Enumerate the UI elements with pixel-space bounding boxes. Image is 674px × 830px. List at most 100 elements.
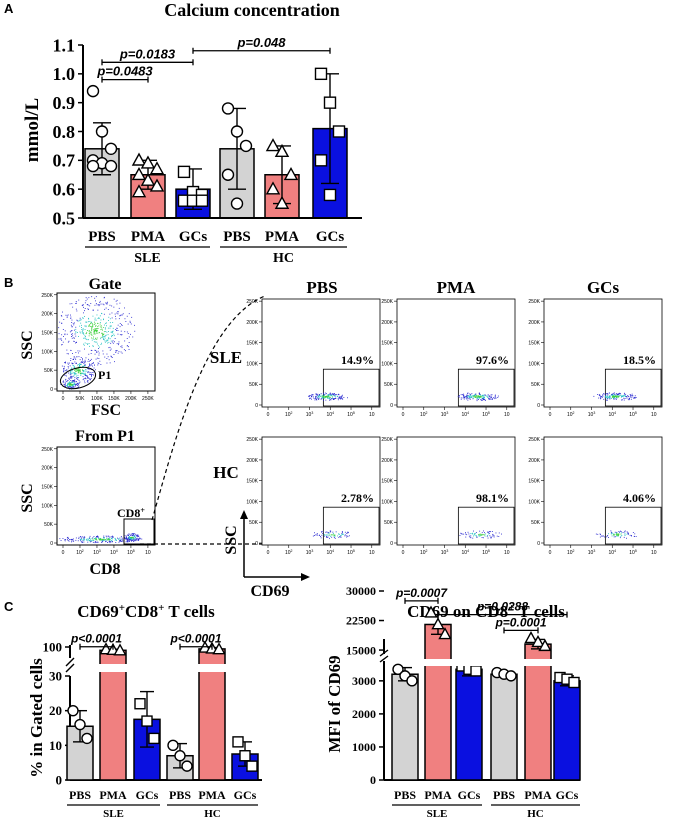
event-dot [471, 395, 473, 397]
event-dot [480, 535, 482, 536]
event-dot [467, 397, 469, 399]
event-dot [617, 535, 619, 537]
event-dot [478, 399, 479, 400]
event-dot [327, 533, 329, 535]
event-dot [471, 393, 473, 395]
event-dot [83, 538, 85, 540]
event-dot [97, 328, 99, 329]
event-dot [68, 382, 70, 384]
event-dot [128, 313, 130, 315]
event-dot [83, 378, 85, 380]
flow-y-tick-label: 150K [381, 341, 393, 347]
event-dot [107, 535, 109, 537]
data-point [86, 159, 100, 173]
x-category-label: GCs [179, 229, 208, 245]
event-dot [71, 541, 72, 543]
event-dot [58, 338, 60, 340]
event-dot [79, 320, 81, 321]
flow-x-tick-label: 105 [127, 549, 135, 556]
event-dot [334, 537, 336, 539]
flow-x-tick-label: 0 [402, 550, 405, 556]
event-dot [96, 304, 98, 306]
event-dot [634, 395, 636, 397]
event-dot [485, 399, 486, 401]
event-dot [102, 353, 104, 355]
event-dot [316, 394, 318, 396]
cd69-plot-frame [261, 436, 381, 546]
event-dot [107, 542, 108, 543]
event-dot [92, 315, 94, 317]
event-dot [478, 534, 479, 536]
event-dot [91, 363, 93, 365]
data-point [95, 125, 109, 138]
event-dot [497, 395, 499, 397]
flow-y-tick-label: 250K [41, 447, 53, 453]
flow-x-tick-label: 103 [306, 411, 314, 418]
event-dot [91, 337, 92, 339]
event-dot [106, 340, 108, 342]
x-category-label: PMA [265, 229, 299, 245]
event-dot [321, 397, 323, 399]
event-dot [89, 379, 91, 381]
event-dot [481, 532, 483, 534]
event-dot [69, 384, 70, 386]
event-dot [92, 362, 94, 363]
event-dot [75, 352, 77, 353]
event-dot [73, 540, 75, 542]
event-dot [463, 393, 464, 395]
flow-y-tick-label: 200K [528, 458, 540, 464]
event-dot [607, 396, 609, 398]
event-dot [80, 536, 81, 538]
event-dot [468, 395, 470, 397]
event-dot [128, 349, 130, 350]
event-dot [116, 312, 118, 314]
event-dot [620, 394, 622, 396]
event-dot [78, 356, 80, 358]
event-dot [104, 296, 105, 298]
flow-y-tick-label: 100K [528, 361, 540, 367]
event-dot [71, 336, 72, 337]
event-dot [104, 341, 106, 343]
event-dot [340, 398, 342, 399]
event-dot [467, 392, 469, 394]
event-dot [616, 531, 618, 533]
event-dot [323, 534, 325, 536]
axis-break-mark [65, 663, 75, 673]
event-dot [322, 397, 323, 399]
event-dot [463, 396, 465, 397]
event-dot [326, 393, 327, 395]
flow-x-tick-label: 0 [62, 550, 65, 556]
data-point [239, 750, 251, 762]
event-dot [613, 392, 615, 394]
calcium-chart-title: Calcium concentration [164, 0, 339, 20]
event-dot [81, 329, 83, 330]
event-dot [91, 373, 92, 375]
event-dot [82, 305, 84, 307]
event-dot [600, 397, 602, 399]
event-dot [79, 364, 81, 366]
event-dot [64, 540, 66, 542]
event-dot [76, 369, 78, 371]
event-dot [327, 397, 329, 399]
event-dot [130, 535, 132, 536]
event-dot [463, 397, 465, 398]
event-dot [328, 395, 330, 397]
event-dot [134, 538, 136, 540]
event-dot [95, 329, 97, 331]
event-dot [460, 394, 462, 396]
event-dot [102, 539, 104, 541]
event-dot [75, 326, 77, 328]
event-dot [323, 535, 325, 537]
data-point [265, 138, 281, 152]
event-dot [325, 531, 327, 533]
event-dot [626, 397, 628, 399]
event-dot [108, 338, 110, 340]
event-dot [85, 326, 87, 328]
event-dot [135, 535, 137, 537]
event-dot [467, 531, 469, 533]
gate-connector-top [151, 295, 266, 521]
event-dot [72, 383, 74, 385]
event-dot [72, 380, 74, 382]
event-dot [73, 375, 75, 377]
panel-label-c: C [4, 599, 14, 614]
